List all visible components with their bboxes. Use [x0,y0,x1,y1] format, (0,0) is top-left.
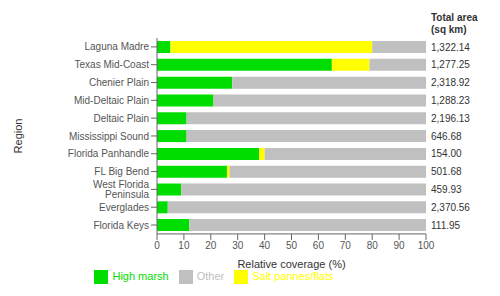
svg-text:1,288.23: 1,288.23 [431,95,470,106]
svg-text:2,318.92: 2,318.92 [431,77,470,88]
svg-text:459.93: 459.93 [431,184,462,195]
svg-text:30: 30 [232,240,244,251]
svg-text:646.68: 646.68 [431,131,462,142]
svg-text:20: 20 [205,240,217,251]
svg-text:Texas Mid-Coast: Texas Mid-Coast [75,59,150,70]
svg-text:111.95: 111.95 [431,220,461,231]
svg-text:60: 60 [313,240,325,251]
svg-text:Florida Keys: Florida Keys [93,220,149,231]
svg-text:501.68: 501.68 [431,166,462,177]
html-text:Salt pannes/flats: Salt pannes/flats [252,269,334,282]
svg-text:Laguna Madre: Laguna Madre [85,41,150,52]
html-text:Other: Other [196,269,225,282]
svg-text:FL Big Bend: FL Big Bend [94,166,149,177]
svg-text:154.00: 154.00 [431,148,462,159]
svg-text:10: 10 [178,240,190,251]
svg-text:50: 50 [286,240,298,251]
svg-text:Mid-Deltaic Plain: Mid-Deltaic Plain [74,95,149,106]
svg-text:Relative coverage (%): Relative coverage (%) [237,258,345,270]
svg-text:1,277.25: 1,277.25 [431,59,470,70]
svg-text:70: 70 [340,240,352,251]
svg-text:80: 80 [367,240,379,251]
html-text:Total area: Total area [431,12,478,23]
html-text:High marsh: High marsh [112,269,169,282]
svg-text:Region: Region [12,119,24,154]
svg-text:West FloridaPeninsula: West FloridaPeninsula [93,179,149,200]
html-text:(sq km): (sq km) [431,24,467,35]
svg-text:Everglades: Everglades [99,202,149,213]
svg-text:1,322.14: 1,322.14 [431,42,470,53]
svg-text:40: 40 [259,240,271,251]
svg-text:0: 0 [154,240,160,251]
svg-text:Deltaic Plain: Deltaic Plain [93,113,149,124]
svg-text:100: 100 [418,240,435,251]
svg-text:2,196.13: 2,196.13 [431,113,470,124]
svg-text:Florida Panhandle: Florida Panhandle [68,148,150,159]
svg-text:90: 90 [394,240,406,251]
svg-text:2,370.56: 2,370.56 [431,202,470,213]
svg-text:Mississippi Sound: Mississippi Sound [69,131,149,142]
svg-text:Chenier Plain: Chenier Plain [89,77,149,88]
